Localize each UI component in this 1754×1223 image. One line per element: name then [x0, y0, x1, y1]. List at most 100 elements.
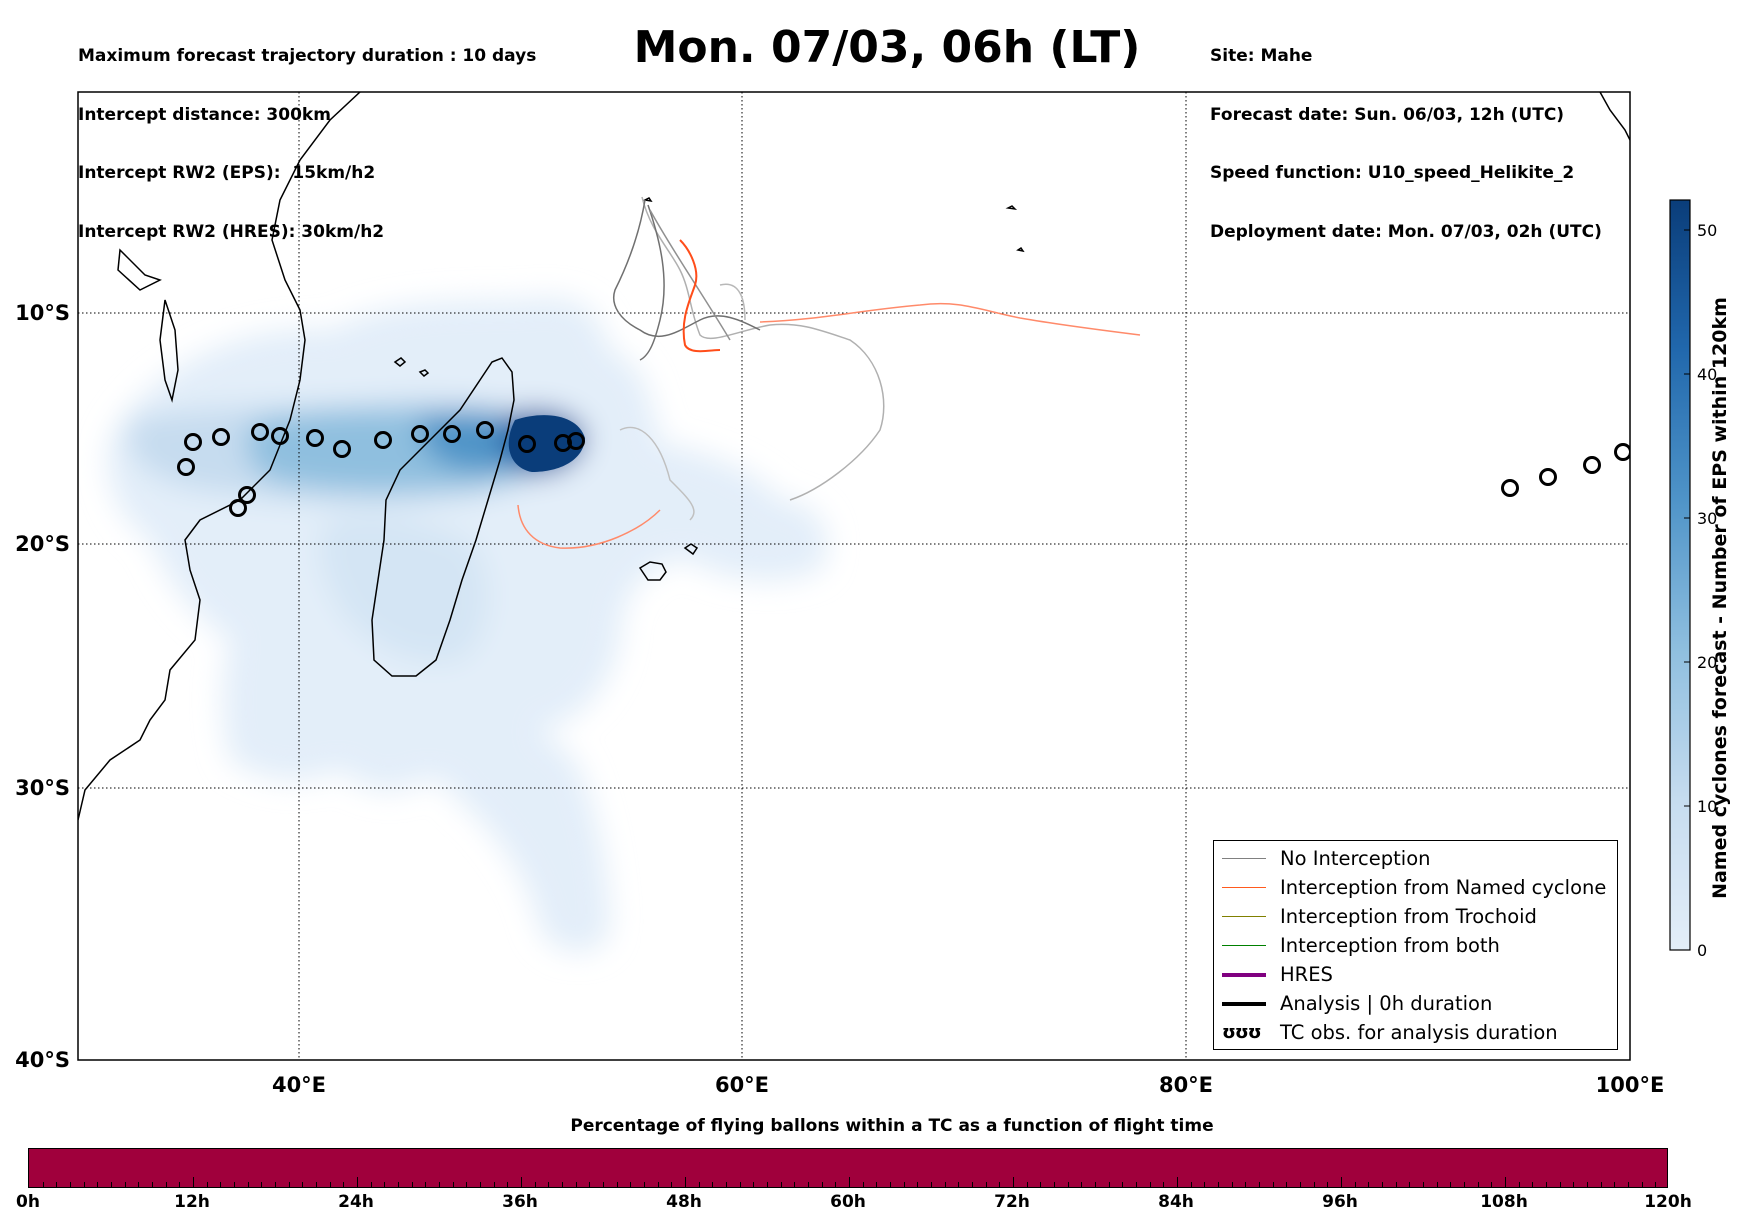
timeline-minor-tick	[903, 1182, 905, 1187]
timeline-minor-tick	[1081, 1182, 1083, 1187]
timeline-tick-label: 96h	[1322, 1192, 1358, 1212]
timeline-minor-tick	[630, 1182, 632, 1187]
timeline-minor-tick	[316, 1182, 317, 1187]
timeline-minor-tick	[411, 1182, 413, 1187]
timeline-minor-tick	[1382, 1182, 1383, 1187]
timeline-minor-tick	[726, 1182, 727, 1187]
lat-tick-label: 10°S	[15, 301, 70, 325]
header-right-line: Site: Mahe	[1210, 46, 1313, 66]
colorbar-title: Named cyclones forecast - Number of EPS …	[1709, 297, 1731, 899]
timeline-minor-tick	[1177, 1177, 1178, 1187]
timeline-tick-label: 48h	[666, 1192, 702, 1212]
timeline-title: Percentage of flying ballons within a TC…	[570, 1116, 1214, 1136]
timeline-minor-tick	[1231, 1182, 1233, 1187]
timeline-minor-tick	[1641, 1182, 1643, 1187]
timeline-minor-tick	[206, 1182, 208, 1187]
timeline-minor-tick	[698, 1182, 700, 1187]
lon-tick-label: 100°E	[1596, 1073, 1665, 1097]
lat-tick-label: 30°S	[15, 776, 70, 800]
timeline-minor-tick	[1655, 1182, 1657, 1187]
timeline-minor-tick	[1095, 1182, 1096, 1187]
timeline-minor-tick	[876, 1182, 878, 1187]
legend-label: Interception from Named cyclone	[1280, 876, 1607, 899]
timeline-minor-tick	[220, 1182, 222, 1187]
colorbar-tick-label: 10	[1697, 797, 1717, 816]
timeline-tick-label: 12h	[174, 1192, 210, 1212]
timeline-minor-tick	[343, 1182, 345, 1187]
header-left-info: Maximum forecast trajectory duration : 1…	[78, 8, 536, 262]
timeline-minor-tick	[1286, 1182, 1288, 1187]
lat-tick-label: 20°S	[15, 532, 70, 556]
timeline-minor-tick	[42, 1182, 44, 1187]
tc-obs-symbols	[177, 421, 1630, 517]
timeline-minor-tick	[507, 1182, 509, 1187]
timeline-minor-tick	[603, 1182, 604, 1187]
timeline-minor-tick	[1026, 1182, 1028, 1187]
timeline-minor-tick	[575, 1182, 577, 1187]
header-right-line: Speed function: U10_speed_Helikite_2	[1210, 163, 1575, 183]
timeline-minor-tick	[288, 1182, 290, 1187]
timeline-minor-tick	[985, 1182, 987, 1187]
timeline-minor-tick	[439, 1182, 440, 1187]
header-right-line: Deployment date: Mon. 07/03, 02h (UTC)	[1210, 221, 1602, 242]
timeline-minor-tick	[1108, 1182, 1110, 1187]
timeline-minor-tick	[1464, 1182, 1465, 1187]
timeline-minor-tick	[1354, 1182, 1356, 1187]
timeline-minor-tick	[425, 1182, 427, 1187]
timeline-minor-tick	[671, 1182, 673, 1187]
timeline-minor-tick	[452, 1182, 454, 1187]
timeline-minor-tick	[111, 1182, 112, 1187]
timeline-minor-tick	[193, 1177, 194, 1187]
timeline-tick-label: 72h	[994, 1192, 1030, 1212]
lon-tick-label: 40°E	[272, 1073, 326, 1097]
timeline-minor-tick	[124, 1182, 126, 1187]
timeline-tick-label: 0h	[16, 1192, 40, 1212]
timeline-minor-tick	[794, 1182, 796, 1187]
header-left-line: Maximum forecast trajectory duration : 1…	[78, 46, 537, 66]
legend-item-trochoid: Interception from Trochoid	[1222, 902, 1537, 931]
timeline-minor-tick	[835, 1182, 837, 1187]
timeline-minor-tick	[958, 1182, 960, 1187]
timeline-minor-tick	[657, 1182, 659, 1187]
legend-line-swatch	[1222, 887, 1266, 888]
timeline-minor-tick	[890, 1182, 891, 1187]
header-right-line: Forecast date: Sun. 06/03, 12h (UTC)	[1210, 104, 1565, 125]
timeline-minor-tick	[1122, 1182, 1124, 1187]
timeline-minor-tick	[1436, 1182, 1438, 1187]
timeline-minor-tick	[1218, 1182, 1219, 1187]
legend-line-swatch	[1222, 945, 1266, 946]
legend-item-no-interception: No Interception	[1222, 844, 1431, 873]
timeline-minor-tick	[1505, 1177, 1506, 1187]
timeline-minor-tick	[616, 1182, 618, 1187]
legend-label: HRES	[1280, 963, 1333, 986]
map-plot-area	[78, 92, 1630, 1060]
timeline-minor-tick	[1395, 1182, 1397, 1187]
legend-line-swatch	[1222, 858, 1266, 859]
lat-tick-label: 40°S	[15, 1048, 70, 1072]
timeline-minor-tick	[1040, 1182, 1042, 1187]
timeline-minor-tick	[1136, 1182, 1137, 1187]
timeline-minor-tick	[1450, 1182, 1452, 1187]
timeline-minor-tick	[275, 1182, 276, 1187]
timeline-minor-tick	[1368, 1182, 1370, 1187]
legend-item-tc-obs: ʊʊʊ TC obs. for analysis duration	[1222, 1018, 1558, 1047]
header-left-line: Intercept distance: 300km	[78, 104, 331, 125]
colorbar	[1669, 199, 1691, 951]
timeline-minor-tick	[1546, 1182, 1547, 1187]
legend-item-hres: HRES	[1222, 960, 1333, 989]
legend-label: TC obs. for analysis duration	[1280, 1021, 1558, 1044]
timeline-minor-tick	[562, 1182, 563, 1187]
timeline-minor-tick	[97, 1182, 99, 1187]
legend-line-swatch	[1222, 916, 1266, 917]
timeline-minor-tick	[821, 1182, 823, 1187]
timeline-minor-tick	[753, 1182, 755, 1187]
timeline-minor-tick	[521, 1177, 522, 1187]
timeline-minor-tick	[1491, 1182, 1493, 1187]
timeline-minor-tick	[261, 1182, 263, 1187]
colorbar-tick-label: 20	[1697, 653, 1717, 672]
timeline-minor-tick	[1190, 1182, 1192, 1187]
timeline-minor-tick	[138, 1182, 140, 1187]
timeline-tick-label: 60h	[830, 1192, 866, 1212]
timeline-minor-tick	[1259, 1182, 1260, 1187]
legend-label: No Interception	[1280, 847, 1431, 870]
